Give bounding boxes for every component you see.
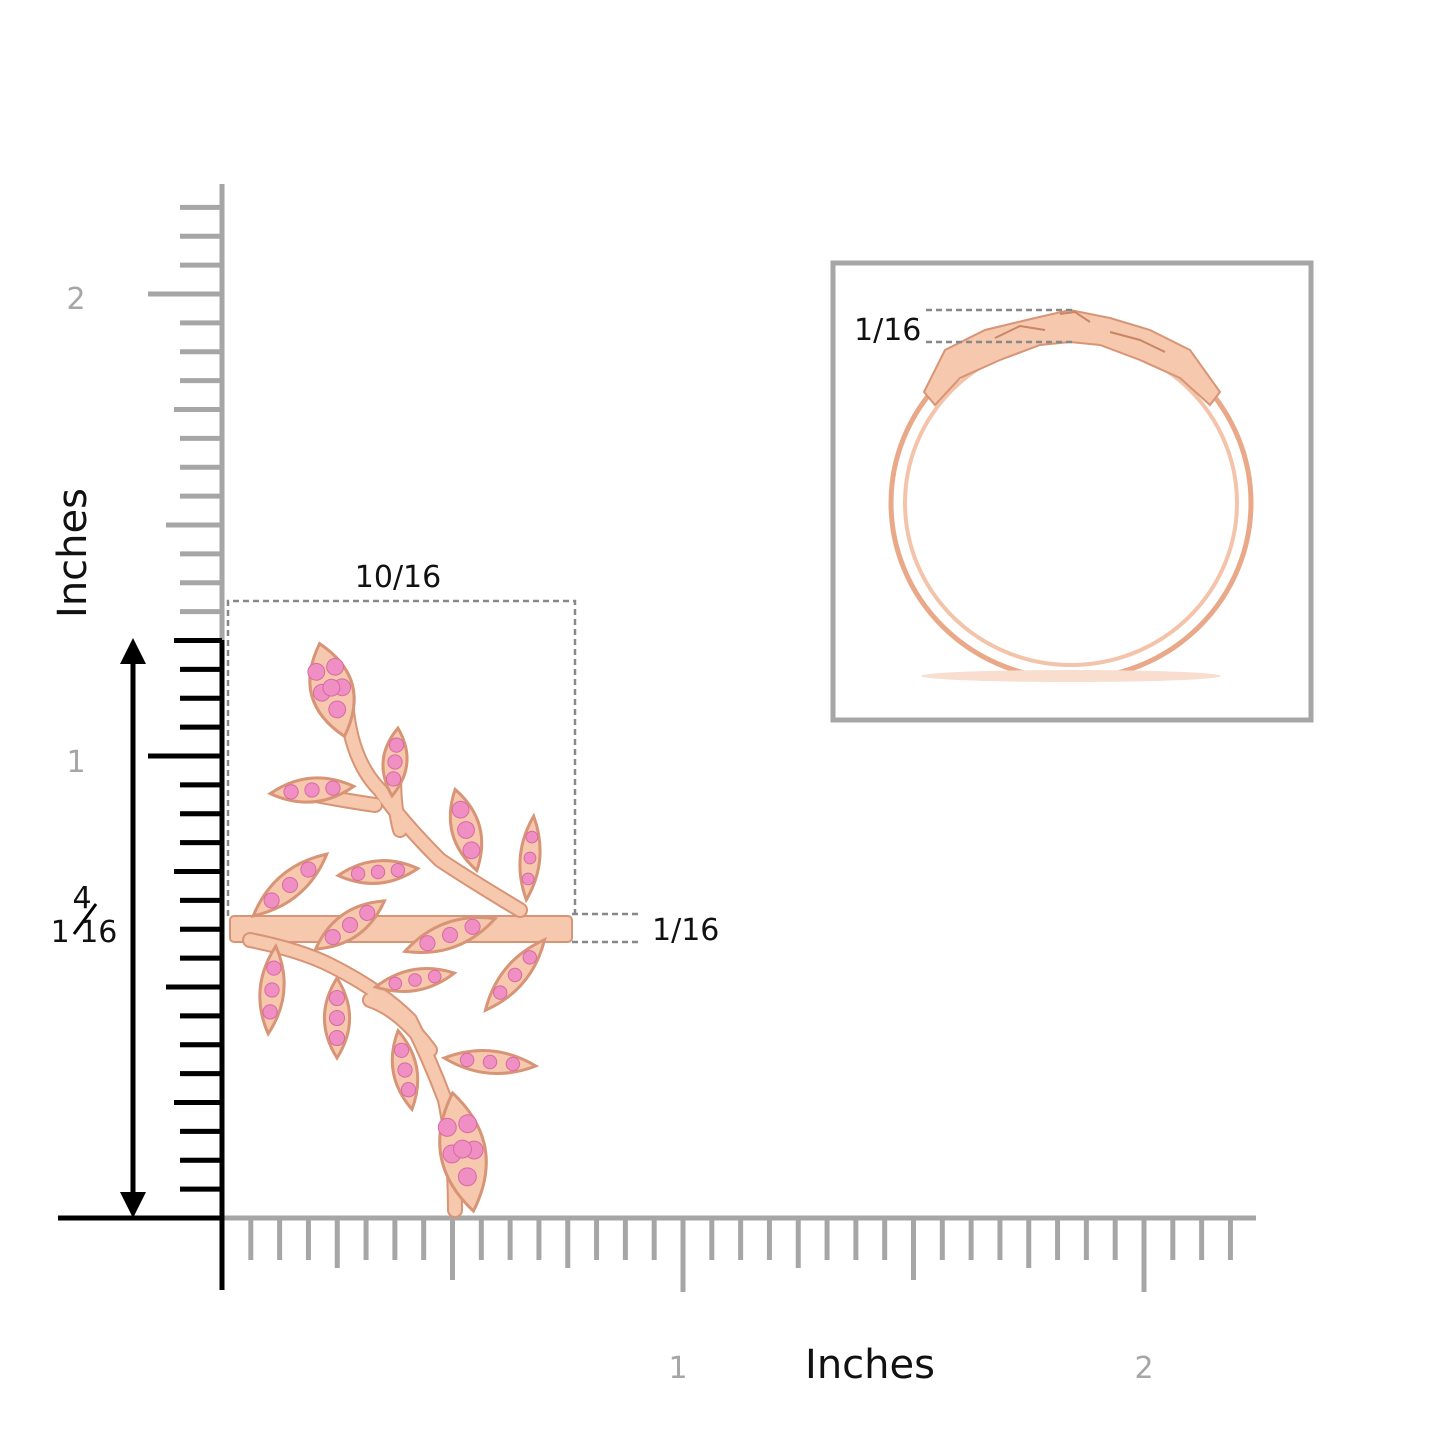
height-fraction-slash bbox=[72, 903, 98, 935]
ring-profile-leaves bbox=[922, 308, 1222, 407]
pink-stone bbox=[437, 1117, 457, 1137]
pink-stone bbox=[387, 754, 403, 770]
pink-stone bbox=[390, 863, 406, 878]
ring-side-view bbox=[888, 308, 1254, 682]
ring-profile-inner bbox=[903, 339, 1239, 667]
height-arrow-up bbox=[120, 638, 146, 664]
pink-stone bbox=[419, 935, 436, 952]
pink-stone bbox=[457, 1167, 477, 1187]
pink-stone bbox=[388, 976, 403, 991]
leaf bbox=[258, 943, 286, 1037]
x-tick-label-2: 2 bbox=[1134, 1351, 1153, 1386]
leaves bbox=[250, 641, 547, 1214]
pink-stone bbox=[350, 866, 366, 881]
pink-stone bbox=[505, 1056, 521, 1072]
pink-stone bbox=[328, 1009, 346, 1027]
side-view-frame bbox=[830, 260, 1314, 723]
pink-stone bbox=[263, 892, 280, 909]
branch-stem bbox=[364, 994, 436, 1056]
ring-shank bbox=[229, 915, 573, 943]
height-label-bottom: 1 16 bbox=[51, 915, 118, 950]
pink-stone bbox=[322, 678, 341, 697]
leaf bbox=[381, 725, 409, 799]
pink-stone bbox=[300, 861, 317, 878]
pink-stone bbox=[408, 973, 422, 987]
pink-stone bbox=[458, 1114, 478, 1134]
pink-stone bbox=[341, 916, 359, 934]
pink-stone bbox=[262, 1004, 278, 1020]
pink-stone bbox=[326, 657, 345, 676]
leaf bbox=[448, 786, 484, 874]
ring-profile-leaf-detail bbox=[994, 310, 1166, 353]
pink-stone bbox=[459, 1052, 475, 1068]
leaf bbox=[437, 1090, 488, 1214]
pink-stone bbox=[522, 950, 538, 965]
pink-stone bbox=[507, 967, 523, 983]
height-arrow-down bbox=[120, 1192, 146, 1218]
width-label: 10/16 bbox=[355, 560, 441, 595]
pink-stone bbox=[307, 662, 326, 681]
leaf bbox=[518, 812, 542, 904]
pink-stone bbox=[464, 918, 481, 935]
pink-stone bbox=[385, 771, 402, 787]
pink-stone bbox=[304, 782, 320, 798]
pink-stone bbox=[283, 784, 299, 800]
pink-stone bbox=[427, 969, 442, 984]
pink-stone bbox=[451, 800, 470, 819]
pink-stone bbox=[400, 1082, 417, 1098]
pink-stone bbox=[264, 982, 280, 998]
leaf bbox=[401, 916, 499, 954]
leaf bbox=[267, 776, 357, 804]
pink-stone bbox=[328, 989, 346, 1007]
pink-stone bbox=[328, 700, 347, 719]
ring-profile-shadow bbox=[921, 670, 1221, 682]
pink-stone bbox=[397, 1062, 413, 1078]
pink-stone bbox=[521, 872, 535, 886]
pink-stone bbox=[325, 780, 341, 796]
profile-thickness-label: 1/16 bbox=[854, 313, 921, 348]
leaf bbox=[390, 1027, 420, 1113]
pink-stone bbox=[453, 1139, 472, 1159]
pink-stone bbox=[441, 926, 459, 944]
leaf bbox=[335, 859, 421, 885]
leaf bbox=[372, 967, 458, 993]
y-axis-title: Inches bbox=[50, 488, 96, 618]
x-tick-label-1: 1 bbox=[668, 1351, 687, 1386]
horizontal-ruler bbox=[222, 1215, 1256, 1292]
leaf bbox=[313, 899, 387, 951]
pink-stone bbox=[482, 1054, 498, 1070]
shank-thickness-label: 1/16 bbox=[652, 913, 719, 948]
pink-stone bbox=[359, 904, 376, 922]
pink-stone bbox=[462, 841, 481, 860]
pink-stone bbox=[324, 928, 341, 946]
pink-stone bbox=[266, 960, 282, 976]
vertical-ruler bbox=[148, 184, 225, 1218]
leaf bbox=[307, 641, 356, 739]
leaf bbox=[483, 937, 547, 1013]
pink-stone bbox=[388, 737, 405, 753]
pink-stone bbox=[328, 1029, 346, 1047]
pink-stone bbox=[523, 851, 537, 865]
pink-stone bbox=[393, 1042, 410, 1058]
height-measure bbox=[148, 638, 222, 1221]
pink-stone bbox=[492, 985, 508, 1000]
pink-stone bbox=[457, 821, 475, 839]
x-axis-title: Inches bbox=[805, 1342, 935, 1388]
pink-stone bbox=[525, 830, 539, 844]
leaf bbox=[250, 852, 330, 918]
height-label-top: 4 bbox=[72, 881, 91, 916]
ring-top-view bbox=[229, 641, 573, 1218]
pink-stone bbox=[281, 876, 299, 894]
leaf bbox=[322, 975, 352, 1061]
pink-stone bbox=[370, 864, 386, 880]
leaf bbox=[440, 1048, 540, 1076]
y-tick-label-1: 1 bbox=[66, 745, 85, 780]
y-tick-label-2: 2 bbox=[66, 282, 85, 317]
